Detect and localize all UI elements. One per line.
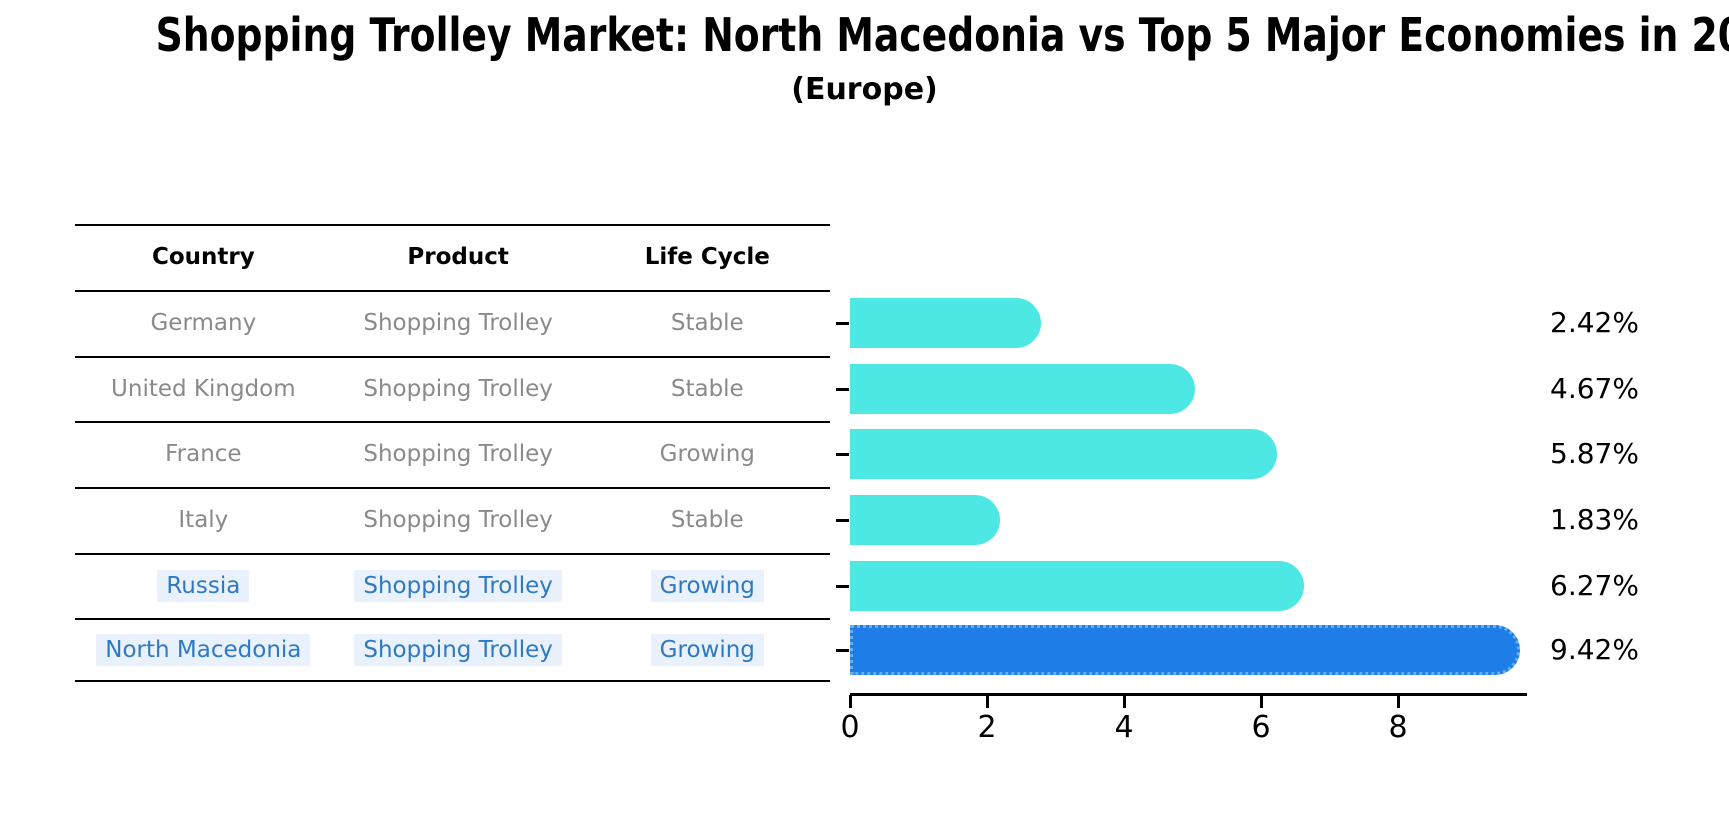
table-header-row: Country Product Life Cycle bbox=[75, 232, 830, 282]
y-axis-tick bbox=[836, 584, 849, 588]
product-header: Product bbox=[407, 244, 509, 270]
bar bbox=[850, 495, 1001, 545]
life-cycle-cell: Stable bbox=[585, 310, 830, 336]
country-cell: Italy bbox=[75, 507, 332, 533]
value-label: 6.27% bbox=[1550, 569, 1639, 602]
x-axis-tick bbox=[848, 695, 852, 708]
country-cell: France bbox=[75, 441, 332, 467]
x-axis-tick-label: 8 bbox=[1388, 710, 1408, 745]
x-axis-tick-label: 4 bbox=[1114, 710, 1134, 745]
x-axis-tick bbox=[1259, 695, 1263, 708]
country-header: Country bbox=[151, 244, 255, 270]
value-label: 4.67% bbox=[1550, 372, 1639, 405]
country-cell: North Macedonia bbox=[75, 634, 332, 666]
chart-title: Shopping Trolley Market: North Macedonia… bbox=[155, 8, 1729, 62]
x-axis-tick-label: 2 bbox=[977, 710, 997, 745]
chart-subtitle: (Europe) bbox=[791, 72, 938, 107]
life-cycle-header: Life Cycle bbox=[644, 244, 770, 270]
country-cell-text: United Kingdom bbox=[111, 376, 296, 402]
life-cycle-cell-text: Growing bbox=[650, 634, 764, 666]
product-cell-text: Shopping Trolley bbox=[363, 310, 553, 336]
product-cell-text: Shopping Trolley bbox=[354, 634, 562, 666]
highlight-bar bbox=[850, 625, 1521, 675]
table-row: Germany Shopping Trolley Stable bbox=[75, 298, 830, 348]
x-axis-line bbox=[850, 693, 1527, 696]
table-row: Italy Shopping Trolley Stable bbox=[75, 495, 830, 545]
country-cell-text: Russia bbox=[157, 570, 250, 602]
product-cell: Shopping Trolley bbox=[332, 507, 585, 533]
bar bbox=[850, 298, 1041, 348]
product-cell: Shopping Trolley bbox=[332, 376, 585, 402]
table-row: United Kingdom Shopping Trolley Stable bbox=[75, 364, 830, 414]
country-cell: Germany bbox=[75, 310, 332, 336]
country-cell-text: Germany bbox=[150, 310, 257, 336]
table-row: North Macedonia Shopping Trolley Growing bbox=[75, 625, 830, 675]
life-cycle-cell-text: Stable bbox=[670, 376, 744, 402]
value-label: 2.42% bbox=[1550, 306, 1639, 339]
product-cell-text: Shopping Trolley bbox=[354, 570, 562, 602]
x-axis-tick bbox=[1396, 695, 1400, 708]
life-cycle-cell: Growing bbox=[585, 634, 830, 666]
life-cycle-cell-text: Stable bbox=[670, 507, 744, 533]
life-cycle-cell-text: Growing bbox=[650, 570, 764, 602]
bar bbox=[850, 561, 1305, 611]
table-rule bbox=[75, 290, 830, 292]
country-cell-text: Italy bbox=[178, 507, 229, 533]
table-rule bbox=[75, 356, 830, 358]
table-rule bbox=[75, 487, 830, 489]
y-axis-tick bbox=[836, 387, 849, 391]
product-cell-text: Shopping Trolley bbox=[363, 376, 553, 402]
product-cell: Shopping Trolley bbox=[332, 634, 585, 666]
life-cycle-cell-text: Growing bbox=[659, 441, 755, 467]
table-rule bbox=[75, 680, 830, 682]
life-cycle-cell: Growing bbox=[585, 570, 830, 602]
life-cycle-cell: Stable bbox=[585, 376, 830, 402]
y-axis-tick bbox=[836, 452, 849, 456]
y-axis-tick bbox=[836, 321, 849, 325]
country-cell-text: North Macedonia bbox=[96, 634, 311, 666]
y-axis-tick bbox=[836, 648, 849, 652]
table-row: Russia Shopping Trolley Growing bbox=[75, 561, 830, 611]
value-label: 5.87% bbox=[1550, 437, 1639, 470]
table-row: France Shopping Trolley Growing bbox=[75, 429, 830, 479]
x-axis-tick-label: 0 bbox=[840, 710, 860, 745]
product-cell: Shopping Trolley bbox=[332, 570, 585, 602]
life-cycle-cell: Growing bbox=[585, 441, 830, 467]
x-axis-tick-label: 6 bbox=[1251, 710, 1271, 745]
table-rule bbox=[75, 553, 830, 555]
country-cell-text: France bbox=[165, 441, 242, 467]
x-axis-tick bbox=[985, 695, 989, 708]
product-cell: Shopping Trolley bbox=[332, 310, 585, 336]
x-axis-tick bbox=[1122, 695, 1126, 708]
value-label: 9.42% bbox=[1550, 633, 1639, 666]
country-cell: United Kingdom bbox=[75, 376, 332, 402]
value-label: 1.83% bbox=[1550, 503, 1639, 536]
country-cell: Russia bbox=[75, 570, 332, 602]
product-cell-text: Shopping Trolley bbox=[363, 441, 553, 467]
product-cell-text: Shopping Trolley bbox=[363, 507, 553, 533]
product-cell: Shopping Trolley bbox=[332, 441, 585, 467]
life-cycle-cell-text: Stable bbox=[670, 310, 744, 336]
bar bbox=[850, 364, 1195, 414]
table-rule bbox=[75, 618, 830, 620]
life-cycle-cell: Stable bbox=[585, 507, 830, 533]
table-rule bbox=[75, 421, 830, 423]
bar bbox=[850, 429, 1278, 479]
y-axis-tick bbox=[836, 518, 849, 522]
table-rule bbox=[75, 224, 830, 226]
